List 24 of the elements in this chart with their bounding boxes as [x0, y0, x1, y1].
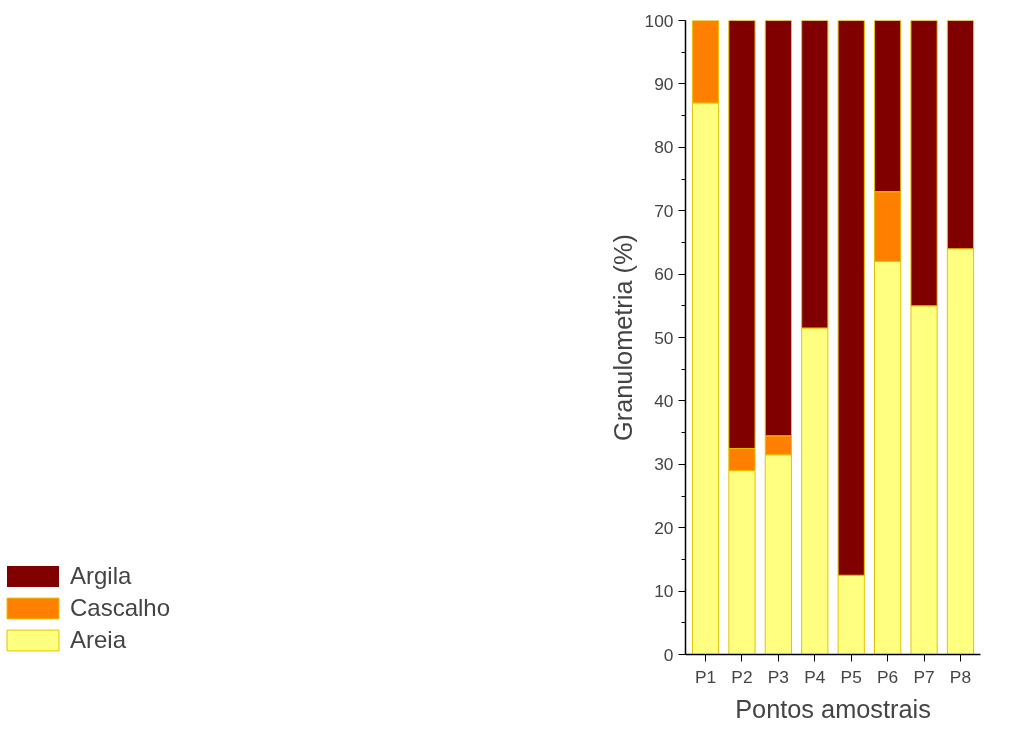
- x-tick-label: P8: [949, 666, 972, 687]
- x-axis-title: Pontos amostrais: [735, 694, 931, 723]
- y-tick-label: 0: [663, 644, 674, 665]
- y-tick-label: 100: [644, 10, 674, 31]
- y-tick-label: 40: [654, 390, 674, 411]
- y-tick-label: 10: [654, 581, 674, 602]
- legend-label: Areia: [70, 626, 127, 654]
- y-tick-label: 80: [654, 137, 674, 158]
- x-tick-label: P7: [913, 666, 935, 687]
- y-tick-label: 20: [654, 517, 674, 538]
- x-tick-label: P3: [767, 666, 789, 687]
- y-tick-label: 30: [654, 454, 674, 475]
- y-tick-label: 70: [654, 200, 674, 221]
- y-tick-label: 90: [654, 73, 674, 94]
- y-tick-label: 60: [654, 264, 674, 285]
- x-tick-label: P5: [840, 666, 862, 687]
- legend-label: Cascalho: [70, 594, 171, 622]
- legend-label: Argila: [70, 562, 132, 590]
- x-tick-label: P6: [877, 666, 899, 687]
- x-tick-label: P2: [731, 666, 753, 687]
- x-tick-label: P4: [804, 666, 826, 687]
- y-axis-title: Granulometria (%): [608, 234, 637, 441]
- y-tick-label: 50: [654, 327, 674, 348]
- x-tick-label: P1: [694, 666, 717, 687]
